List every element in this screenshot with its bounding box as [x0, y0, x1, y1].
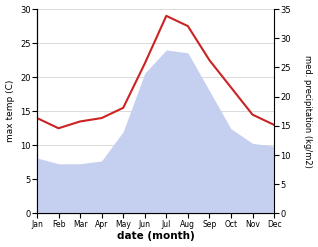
X-axis label: date (month): date (month): [117, 231, 194, 242]
Y-axis label: med. precipitation (kg/m2): med. precipitation (kg/m2): [303, 55, 313, 168]
Y-axis label: max temp (C): max temp (C): [5, 80, 15, 143]
